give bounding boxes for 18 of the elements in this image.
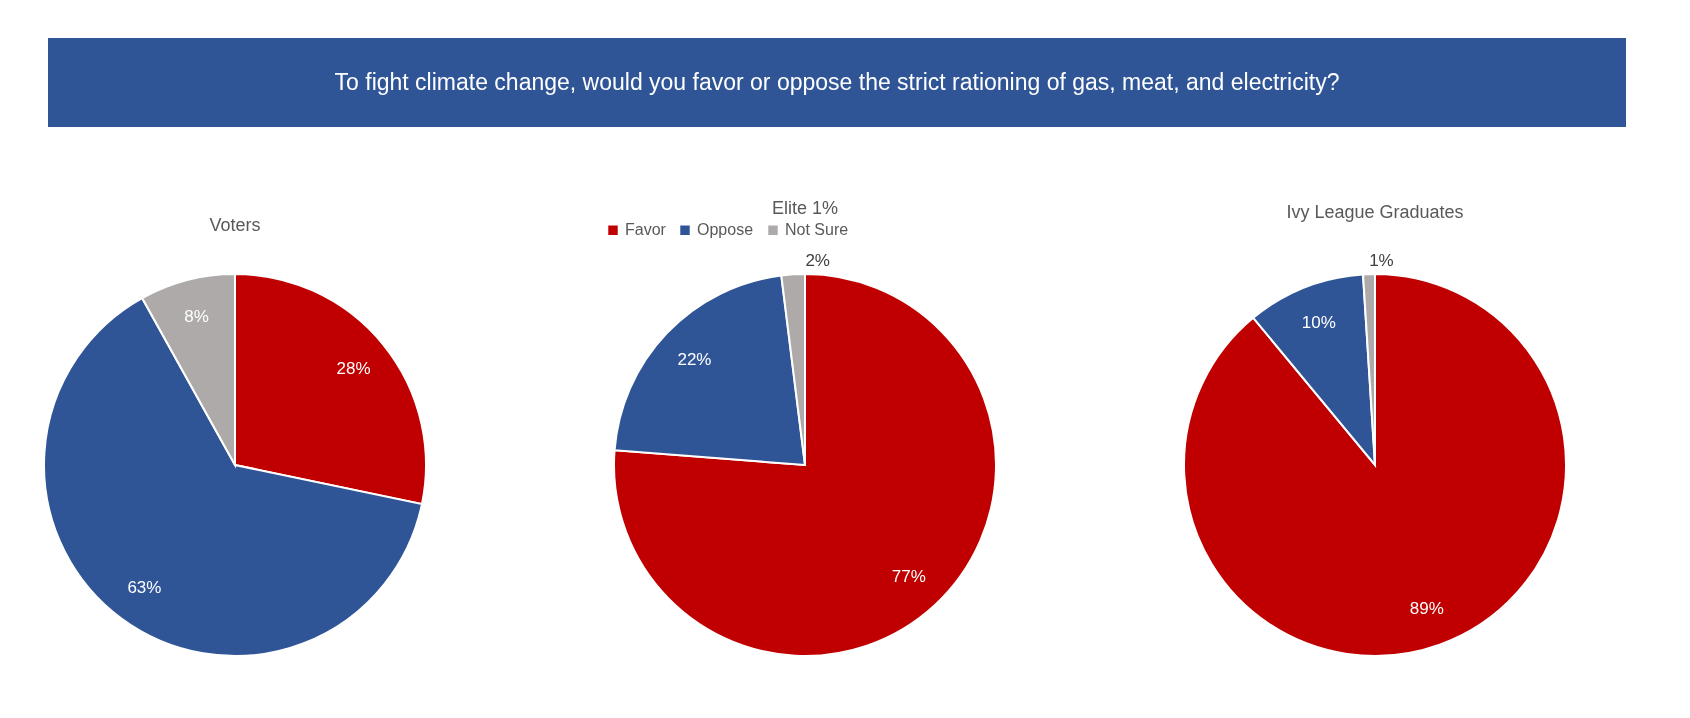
data-label: 89% [1409, 598, 1444, 618]
pie-slice [1183, 273, 1567, 657]
data-label: 63% [127, 578, 162, 598]
data-label: 1% [1369, 251, 1394, 271]
chart-title: Ivy League Graduates [1286, 202, 1464, 223]
data-label: 10% [1301, 312, 1336, 332]
legend-label: Favor [625, 221, 667, 239]
data-label: 8% [184, 307, 209, 327]
chart-title: Voters [209, 215, 261, 235]
data-label: 77% [891, 567, 926, 587]
text: To fight climate change, would you favor or oppose the strict rationing of gas, meat, and electricity? [48, 38, 1626, 127]
legend-label: Oppose [697, 221, 754, 239]
legend-label: Not Sure [785, 221, 849, 239]
pie-slice [613, 273, 997, 657]
data-label: 2% [805, 251, 830, 271]
data-label: 28% [336, 358, 371, 378]
data-label: 22% [677, 349, 712, 369]
chart-title: Elite 1% [771, 198, 839, 218]
